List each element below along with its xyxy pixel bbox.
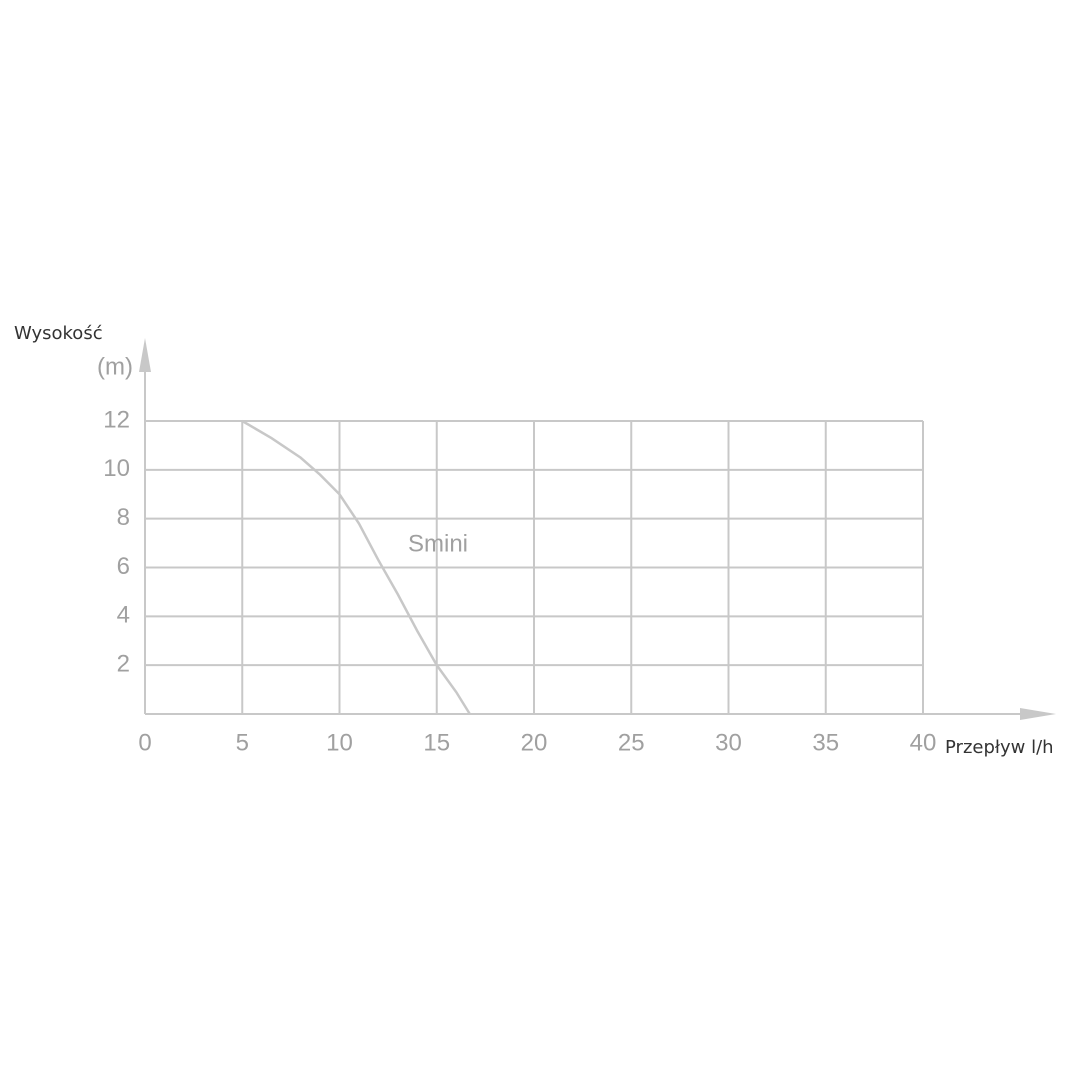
series-line bbox=[241, 419, 471, 715]
x-tick-label: 5 bbox=[236, 729, 249, 756]
y-tick-label: 10 bbox=[103, 455, 130, 482]
y-axis-label: Wysokość bbox=[14, 323, 103, 344]
x-tick-label: 0 bbox=[138, 729, 151, 756]
y-tick-label: 4 bbox=[117, 602, 130, 629]
x-tick-label: 25 bbox=[618, 729, 645, 756]
x-tick-label: 40 bbox=[910, 729, 937, 756]
x-axis-label: Przepływ l/h bbox=[945, 737, 1054, 758]
y-tick-label: 6 bbox=[117, 553, 130, 580]
x-tick-label: 15 bbox=[423, 729, 450, 756]
y-tick-label: 2 bbox=[117, 651, 130, 678]
x-axis-arrow bbox=[1020, 708, 1056, 720]
x-tick-label: 30 bbox=[715, 729, 742, 756]
y-tick-label: 8 bbox=[117, 504, 130, 531]
series-label: Smini bbox=[408, 530, 468, 557]
y-tick-label: 12 bbox=[103, 406, 130, 433]
x-tick-label: 20 bbox=[521, 729, 548, 756]
y-axis-unit: (m) bbox=[97, 353, 133, 380]
y-axis-arrow bbox=[139, 338, 151, 372]
x-tick-label: 35 bbox=[812, 729, 839, 756]
x-tick-label: 10 bbox=[326, 729, 353, 756]
